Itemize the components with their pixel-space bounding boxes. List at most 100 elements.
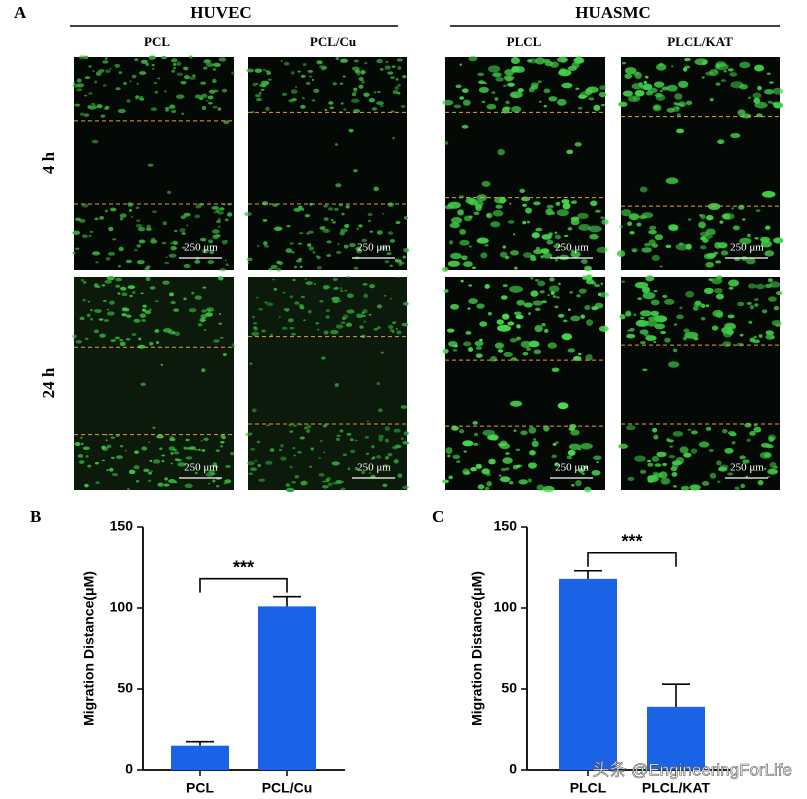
cell <box>755 283 765 290</box>
cell <box>101 445 106 450</box>
cell <box>142 304 147 308</box>
cell <box>326 240 332 244</box>
scale-bar-label: 250 μm <box>555 242 589 254</box>
cell <box>249 467 258 472</box>
cell <box>709 68 719 76</box>
cell <box>74 442 77 445</box>
cell <box>80 278 84 282</box>
cell <box>194 472 198 475</box>
cell <box>285 248 293 253</box>
cell <box>217 107 222 111</box>
group-title: HUASMC <box>575 3 651 22</box>
cell <box>757 85 762 91</box>
error-bar <box>662 683 690 707</box>
cell <box>181 232 186 235</box>
cell <box>183 297 187 301</box>
cell <box>631 247 638 253</box>
cell <box>747 96 752 99</box>
cell <box>323 451 326 454</box>
cell <box>578 288 587 294</box>
cell <box>453 344 458 348</box>
cell <box>625 67 637 75</box>
cell <box>220 440 225 444</box>
cell <box>535 227 543 232</box>
cell <box>194 295 202 300</box>
cell <box>132 291 136 294</box>
cell <box>402 301 409 306</box>
cell <box>461 88 469 93</box>
cell <box>659 265 663 268</box>
row-label: 4 h <box>39 151 58 174</box>
column-label: PLCL <box>507 34 542 49</box>
cell <box>395 444 402 449</box>
micrograph: 250 μm <box>245 276 410 493</box>
cell <box>578 352 582 356</box>
cell <box>353 266 359 270</box>
cell <box>90 309 93 312</box>
cell <box>739 237 752 245</box>
cell <box>109 467 114 472</box>
cell <box>258 478 266 482</box>
cell <box>252 82 257 87</box>
cell <box>403 248 410 253</box>
cell <box>84 337 89 340</box>
cell <box>327 482 333 487</box>
cell <box>561 58 567 63</box>
cell <box>318 457 322 460</box>
cell <box>511 106 522 113</box>
cell <box>727 472 734 476</box>
cell <box>292 278 296 282</box>
cell <box>262 68 266 71</box>
cell <box>378 437 384 442</box>
cell <box>80 436 83 440</box>
cell <box>759 236 771 243</box>
cell <box>257 463 262 468</box>
cell <box>541 300 547 304</box>
cell <box>508 481 514 485</box>
cell <box>129 80 132 83</box>
cell <box>714 63 729 71</box>
cell <box>580 443 593 450</box>
cell <box>760 442 770 448</box>
cell <box>79 219 86 223</box>
cell <box>385 61 389 63</box>
cell <box>106 311 115 316</box>
cell <box>208 89 216 94</box>
cell <box>672 105 680 112</box>
cell <box>212 62 221 68</box>
cell <box>566 455 572 460</box>
cell <box>539 100 542 103</box>
cell <box>651 455 660 462</box>
cell <box>108 226 114 232</box>
cell <box>149 308 152 311</box>
cell <box>507 220 515 224</box>
cell <box>330 329 339 335</box>
cell <box>99 215 105 220</box>
cell <box>304 278 307 280</box>
cell <box>94 461 99 465</box>
cell <box>645 90 654 96</box>
cell <box>316 265 322 270</box>
cell <box>583 466 589 470</box>
cell <box>317 60 322 63</box>
cell <box>717 480 721 483</box>
cell <box>507 321 515 326</box>
cell <box>702 238 709 243</box>
cell <box>339 231 346 236</box>
cell <box>322 228 331 233</box>
panel-label: C <box>432 507 444 526</box>
cell <box>72 334 77 338</box>
cell <box>528 426 537 434</box>
cell <box>185 456 193 460</box>
cell <box>462 99 471 106</box>
cell <box>292 424 297 427</box>
cell <box>152 426 156 429</box>
cell <box>653 81 665 88</box>
cell <box>557 313 565 318</box>
cell <box>463 450 467 453</box>
cell <box>265 460 273 465</box>
cell <box>512 94 516 98</box>
cell <box>450 252 462 260</box>
cell <box>753 298 759 302</box>
cell <box>563 234 569 238</box>
